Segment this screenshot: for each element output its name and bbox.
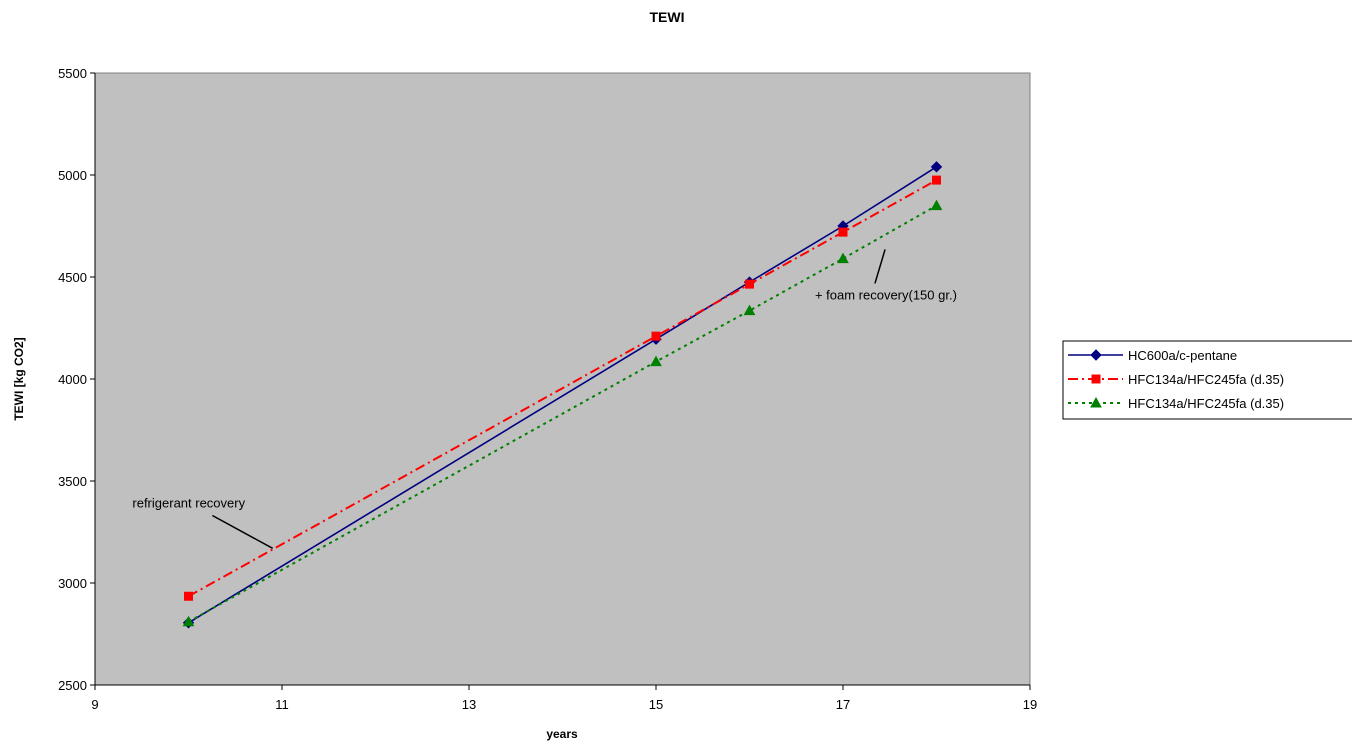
x-tick-label: 19 [1023, 697, 1037, 712]
data-point [932, 175, 941, 185]
data-point [651, 331, 661, 341]
x-tick-label: 17 [836, 697, 850, 712]
legend-marker [1091, 374, 1101, 384]
annotation-pointer [874, 249, 886, 284]
data-point [184, 591, 193, 601]
data-point [743, 304, 756, 316]
data-point [745, 279, 754, 289]
legend-label: HFC134a/HFC245fa (d.35) [1128, 396, 1284, 411]
chart-title: TEWI [650, 9, 685, 25]
data-point [930, 161, 943, 173]
legend-label: HFC134a/HFC245fa (d.35) [1128, 372, 1284, 387]
y-tick-label: 4000 [58, 372, 87, 387]
series-layer [182, 161, 943, 629]
y-tick-label: 4500 [58, 270, 87, 285]
legend: HC600a/c-pentane HFC134a/HFC245fa (d.35) H… [1062, 340, 1352, 420]
legend-marker [1090, 396, 1102, 408]
data-point [837, 252, 849, 264]
x-tick-label: 9 [91, 697, 98, 712]
y-axis-label: TEWI [kg CO2] [12, 337, 26, 420]
legend-label: HC600a/c-pentane [1128, 348, 1237, 363]
legend-marker [1090, 349, 1102, 361]
annotation-layer: refrigerant recovery + foam recovery(150 … [132, 249, 957, 549]
y-tick-label: 5500 [58, 66, 87, 81]
x-tick-label: 11 [275, 697, 289, 712]
series-3 [182, 199, 943, 627]
y-tick-label: 2500 [58, 678, 87, 693]
y-tick-label: 5000 [58, 168, 87, 183]
data-point [182, 615, 195, 627]
data-point [930, 199, 943, 211]
y-tick-label: 3000 [58, 576, 87, 591]
x-axis-label: years [546, 727, 578, 741]
data-point [650, 355, 662, 367]
series-2 [184, 175, 941, 601]
annotation-label: refrigerant recovery [132, 496, 245, 511]
plot-area [94, 72, 1031, 686]
y-axis-ticks: 2500 3000 3500 4000 4500 5000 5500 [58, 66, 95, 693]
series-line [188, 204, 937, 623]
annotation-pointer [212, 514, 274, 549]
x-tick-label: 13 [462, 697, 476, 712]
x-axis-ticks: 9 11 13 15 17 19 [91, 685, 1037, 712]
annotation-label: + foam recovery(150 gr.) [815, 287, 957, 302]
data-point [838, 227, 848, 237]
x-tick-label: 15 [649, 697, 663, 712]
y-tick-label: 3500 [58, 474, 87, 489]
